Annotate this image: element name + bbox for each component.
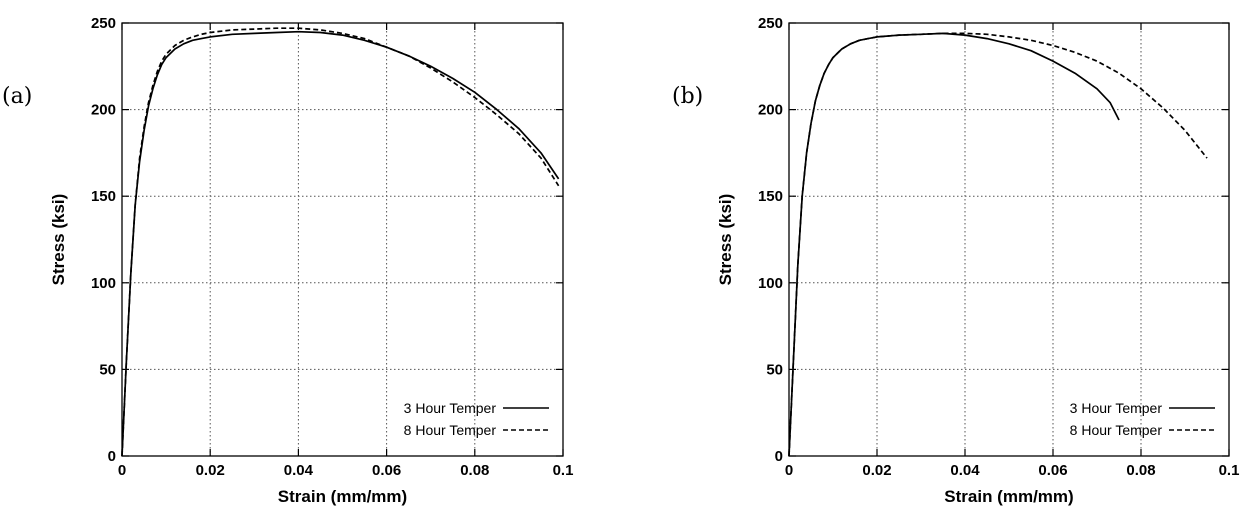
x-tick-label: 0.1 <box>553 462 574 479</box>
y-tick-label: 50 <box>99 361 116 378</box>
y-tick-label: 0 <box>775 448 783 465</box>
x-tick-label: 0.02 <box>862 462 891 479</box>
chart-panel-a: (a) 0 0.02 0.04 0.06 0.08 0.1050100150200250 … <box>2 15 573 506</box>
x-tick-label: 0 <box>118 462 126 479</box>
series-group-b <box>788 32 1208 457</box>
chart-panel-b: (b) 0 0.02 0.04 0.06 0.08 0.1050100150200250 … <box>672 15 1239 506</box>
plot-frame-b <box>788 22 1230 457</box>
x-tick-label: 0.04 <box>284 462 314 479</box>
y-tick-label: 100 <box>91 275 116 292</box>
grid-a <box>122 23 563 456</box>
series-line-8-hour-b <box>788 32 1208 457</box>
legend-a: 3 Hour Temper 8 Hour Temper <box>404 400 549 438</box>
y-tick-label: 150 <box>91 188 116 205</box>
y-tick-label: 250 <box>91 15 116 32</box>
x-tick-label: 0.08 <box>1126 462 1155 479</box>
legend-label-8-hour-a: 8 Hour Temper <box>404 422 497 438</box>
panel-label-b: (b) <box>672 84 703 109</box>
y-tick-label: 0 <box>108 448 116 465</box>
y-tick-label: 100 <box>758 275 783 292</box>
y-axis-title-a: Stress (ksi) <box>49 194 68 286</box>
series-line-3-hour-a <box>121 30 560 457</box>
y-tick-label: 200 <box>758 102 783 119</box>
legend-label-3-hour-a: 3 Hour Temper <box>404 400 497 416</box>
series-line-8-hour-a <box>121 27 560 457</box>
tick-labels-b: 0 0.02 0.04 0.06 0.08 0.1 0 50 100 150 200 250 <box>758 15 1239 479</box>
y-tick-label: 250 <box>758 15 783 32</box>
x-tick-label: 0.08 <box>460 462 489 479</box>
grid-b <box>789 23 1229 456</box>
panel-label-a: (a) <box>2 84 32 109</box>
ticks-a <box>121 22 564 457</box>
legend-label-8-hour-b: 8 Hour Temper <box>1070 422 1163 438</box>
legend-b: 3 Hour Temper 8 Hour Temper <box>1070 400 1215 438</box>
y-tick-label: 50 <box>766 361 783 378</box>
y-tick-label: 200 <box>91 102 116 119</box>
ticks-b <box>788 22 1230 457</box>
y-tick-label: 150 <box>758 188 783 205</box>
tick-labels-a: 0 0.02 0.04 0.06 0.08 0.1 0 50 100 150 200 250 <box>91 15 573 479</box>
plot-frame-a <box>121 22 564 457</box>
series-line-3-hour-b <box>788 32 1120 457</box>
x-tick-label: 0.06 <box>1038 462 1067 479</box>
x-tick-label: 0 <box>785 462 793 479</box>
x-tick-label: 0.04 <box>950 462 980 479</box>
y-axis-title-b: Stress (ksi) <box>716 194 735 286</box>
x-tick-label: 0.1 <box>1219 462 1240 479</box>
x-tick-label: 0.06 <box>372 462 401 479</box>
legend-label-3-hour-b: 3 Hour Temper <box>1070 400 1163 416</box>
x-axis-title-b: Strain (mm/mm) <box>944 487 1073 506</box>
x-axis-title-a: Strain (mm/mm) <box>278 487 407 506</box>
series-group-a <box>121 27 560 457</box>
x-tick-label: 0.02 <box>196 462 225 479</box>
